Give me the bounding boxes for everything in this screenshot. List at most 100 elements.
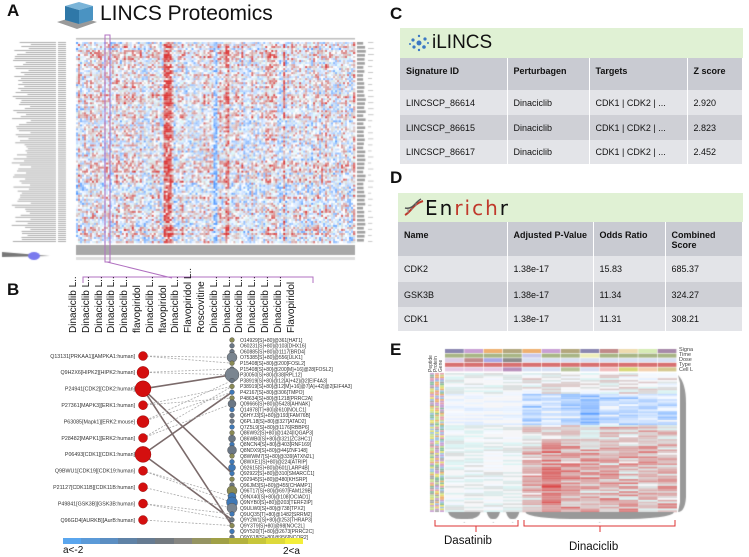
substrate-label: Q8WXE1[S]+80]@224[ATRIP] — [240, 460, 308, 466]
annotation-label: Signa — [679, 347, 694, 353]
network-edge — [142, 391, 233, 456]
cell-p-value: 1.38e-17 — [507, 282, 594, 307]
column-label: Dinaciclib L.. — [247, 276, 259, 333]
substrate-node[interactable] — [229, 412, 235, 419]
column-label: Roscovitine — [196, 281, 207, 333]
substrate-node[interactable] — [228, 463, 236, 472]
substrate-node[interactable] — [229, 360, 235, 366]
substrate-node[interactable] — [229, 343, 235, 349]
dna-icon — [404, 198, 424, 216]
substrate-node[interactable] — [229, 511, 235, 517]
kinase-label: P06493[CDK1][CDK1:human] — [65, 452, 136, 458]
ilincs-brand: iLINCS — [432, 32, 493, 53]
panel-label-b: B — [7, 280, 20, 299]
substrate-node[interactable] — [229, 459, 235, 465]
kinase-label: P24941[CDK2][CDK2:human] — [65, 387, 136, 393]
ilincs-banner: iLINCS — [400, 28, 743, 58]
cell-combined-score: 685.37 — [665, 256, 743, 282]
col-header: Odds Ratio — [593, 222, 666, 256]
column-label: Flavopiridol L.. — [183, 267, 195, 333]
kinase-node[interactable] — [138, 466, 148, 476]
annotation-label: Cell L — [679, 367, 694, 373]
kinase-node[interactable] — [138, 433, 148, 443]
substrate-label: O14929[S]+80]@361[HAT1] — [240, 338, 303, 344]
substrate-label: P30050[S]+80]@38[RPL12] — [240, 373, 303, 379]
kinase-label: P28482[MAPK1][ERK2:human] — [61, 436, 135, 442]
substrate-node[interactable] — [228, 434, 236, 443]
legend-swatch — [173, 538, 193, 544]
cdk-heatmap[interactable] — [428, 348, 690, 523]
legend-swatch — [99, 538, 119, 544]
cell-odds-ratio: 11.31 — [593, 307, 666, 331]
substrate-node[interactable] — [229, 406, 235, 413]
substrate-node[interactable] — [227, 445, 237, 455]
table-row: CDK2 1.38e-17 15.83 685.37 — [398, 256, 743, 282]
legend-swatch — [136, 538, 156, 544]
kinase-node[interactable] — [136, 366, 150, 379]
network-edge — [142, 519, 233, 526]
kinase-node[interactable] — [138, 498, 148, 509]
substrate-label: Q86W92[S]+80]@1424[IQGAP3] — [240, 431, 314, 437]
substrate-node[interactable] — [229, 430, 235, 436]
network-edge — [142, 374, 233, 390]
substrate-label: Q92922[S]+80]@310[SMARCC1] — [240, 471, 315, 477]
col-header: Combined Score — [665, 222, 743, 256]
cell-p-value: 1.38e-17 — [507, 256, 594, 282]
substrate-node[interactable] — [229, 476, 235, 482]
substrate-node[interactable] — [229, 418, 235, 424]
substrate-node[interactable] — [229, 377, 235, 384]
cell-combined-score: 324.27 — [665, 282, 743, 307]
group-label-dinaciclib: Dinaciclib — [569, 541, 619, 553]
col-header: Targets — [589, 58, 688, 90]
panel-label-d: D — [390, 168, 403, 187]
network-edge — [142, 486, 233, 509]
column-label: Dinaciclib L.. — [221, 276, 233, 333]
substrate-node[interactable] — [229, 470, 235, 477]
substrate-label: Q7Z5L9[S]+80]@1176[RBBP6] — [240, 425, 310, 431]
substrate-label: O60885[S]+80]@1117[BRD4] — [240, 349, 306, 355]
network-edge — [142, 453, 233, 521]
column-label: Dinaciclib L.. — [144, 276, 156, 333]
table-row: LINCSCP_86617 Dinaciclib CDK1 | CDK2 | .… — [400, 140, 743, 164]
col-header: Perturbagen — [507, 58, 590, 90]
substrate-node[interactable] — [229, 424, 235, 430]
substrate-node[interactable] — [229, 517, 235, 523]
kinase-label: P49841[GSK3B][GSK3B:human] — [58, 501, 136, 507]
brand-part: En — [425, 196, 455, 220]
kinase-node[interactable] — [134, 446, 152, 463]
column-label: Dinaciclib L.. — [170, 276, 182, 333]
substrate-label: Q09666[S]+80]@5428[AHNAK] — [240, 402, 311, 408]
color-legend-bar — [63, 538, 304, 544]
kinase-node[interactable] — [138, 400, 148, 410]
substrate-node[interactable] — [229, 337, 235, 343]
kinase-label: Q13131[PRKAA1][AMPKA1:human] — [50, 354, 135, 360]
substrate-node[interactable] — [229, 523, 235, 529]
kinase-node[interactable] — [138, 351, 148, 361]
panel-label-a: A — [7, 1, 20, 20]
substrate-label: Q96JM3[S]+80]@455[CHAMP1] — [240, 483, 313, 489]
substrate-node[interactable] — [229, 383, 235, 390]
cell-odds-ratio: 11.34 — [593, 282, 666, 307]
column-label: Dinaciclib L.. — [80, 276, 92, 333]
legend-swatch — [210, 538, 230, 544]
cell-z-score: 2.452 — [687, 140, 743, 164]
substrate-label: Q9Y618[S]+80]@956[NCOR2] — [240, 535, 309, 540]
substrate-label: Q9NX40[S]+80]@108[OCIAD1] — [240, 494, 311, 500]
substrate-node[interactable] — [229, 528, 235, 535]
substrate-label: Q9Y520[T]+80]@2673[PRRC2C] — [240, 529, 314, 535]
substrate-label: Q8WWM7[S]+80]@339[ATXN2L] — [240, 454, 314, 460]
kinase-node[interactable] — [138, 515, 148, 525]
cube-icon — [57, 2, 97, 29]
substrate-node[interactable] — [229, 389, 235, 395]
kinase-node[interactable] — [134, 380, 152, 397]
substrate-node[interactable] — [229, 453, 235, 459]
network-edge — [142, 388, 233, 474]
kinase-node[interactable] — [136, 415, 150, 428]
substrate-label: Q92615[S]+80]@601[LARP4B] — [240, 465, 310, 471]
panel-label-e: E — [390, 340, 402, 359]
kinase-node[interactable] — [138, 482, 148, 492]
legend-swatch — [63, 538, 82, 544]
substrate-node[interactable] — [227, 399, 237, 409]
lincs-proteomics-heatmap[interactable] — [0, 36, 380, 261]
legend-swatch — [266, 538, 285, 544]
